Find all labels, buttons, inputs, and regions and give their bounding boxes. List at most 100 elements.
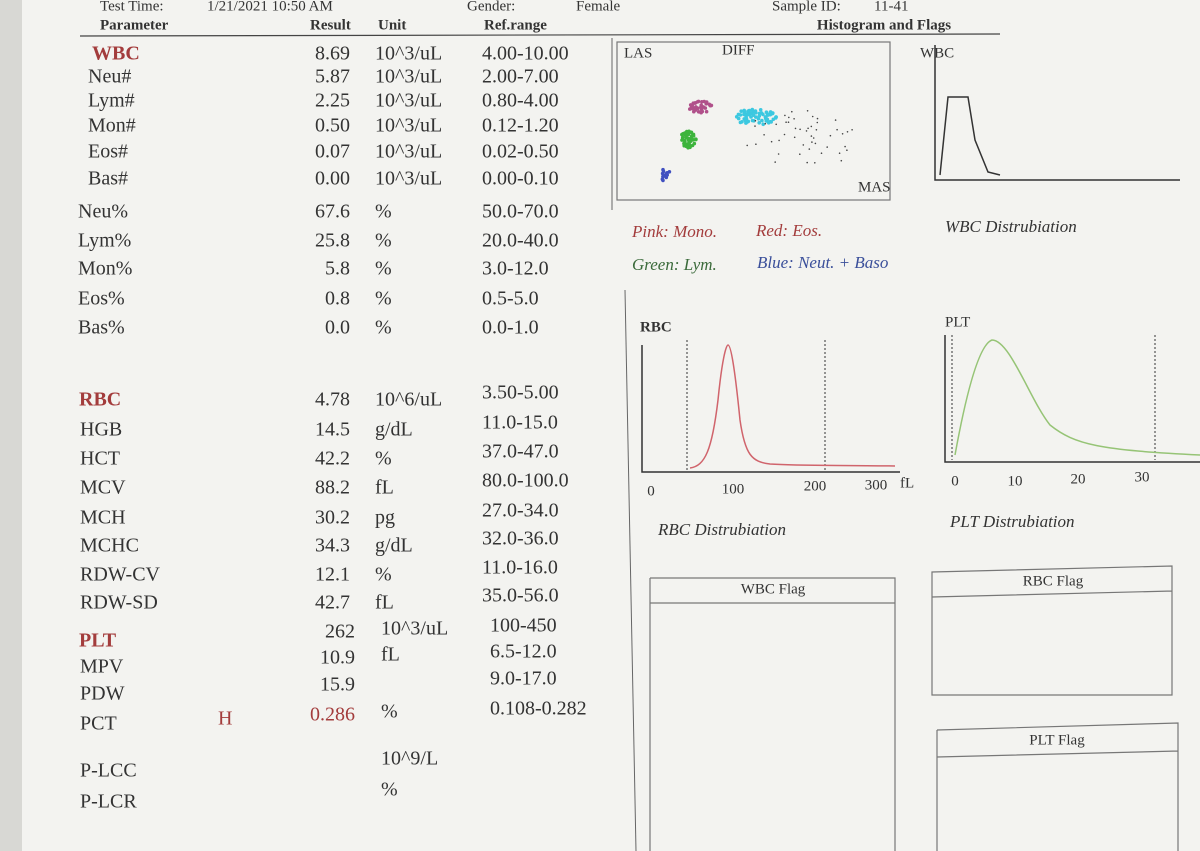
test-time-label: Test Time: — [100, 0, 164, 14]
parameter-name: MCHC — [80, 535, 139, 557]
scatter-dot — [826, 146, 828, 148]
scatter-dot — [749, 111, 753, 116]
scatter-dot — [794, 127, 797, 130]
result-unit: g/dL — [375, 419, 413, 441]
result-unit: % — [375, 230, 392, 252]
scatter-dot — [844, 145, 846, 148]
scatter-dot — [829, 134, 832, 137]
scatter-dot — [699, 103, 703, 107]
scatter-dot — [754, 119, 757, 122]
parameter-name: Eos% — [78, 288, 125, 310]
scatter-dot — [815, 129, 818, 131]
scatter-dot — [736, 112, 741, 117]
scatter-dot — [838, 152, 841, 154]
column-header: Result — [310, 17, 351, 33]
scatter-dot — [799, 153, 801, 155]
flag-title: PLT Flag — [1029, 732, 1085, 748]
rbc-axes — [641, 345, 900, 473]
parameter-name: Lym% — [78, 230, 131, 252]
scatter-label: LAS — [624, 45, 652, 61]
plt-tick: 30 — [1135, 469, 1150, 485]
wbc-axes — [934, 45, 1180, 181]
scatter-dot — [680, 132, 684, 137]
scatter-dot — [784, 114, 786, 117]
scatter-dot — [764, 115, 768, 120]
parameter-name: RDW-SD — [80, 592, 158, 614]
reference-range: 0.12-1.20 — [482, 115, 559, 137]
reference-range: 0.0-1.0 — [482, 317, 539, 339]
reference-range: 2.00-7.00 — [482, 66, 559, 88]
scatter-dot — [746, 119, 751, 124]
parameter-name: Bas# — [88, 168, 128, 190]
scatter-dot — [811, 115, 814, 118]
divider — [624, 289, 637, 851]
reference-range: 35.0-56.0 — [482, 585, 559, 607]
result-value: 42.2 — [315, 448, 350, 470]
paper-edge — [0, 0, 22, 851]
plt-tick: 10 — [1008, 473, 1023, 489]
scatter-dot — [746, 144, 748, 147]
result-value: 4.78 — [315, 389, 350, 411]
reference-range: 0.00-0.10 — [482, 168, 559, 190]
result-flag: H — [218, 708, 232, 730]
scatter-dot — [816, 121, 819, 124]
reference-range: 6.5-12.0 — [490, 641, 557, 663]
scatter-dot — [692, 141, 697, 146]
scatter-dot — [761, 112, 765, 117]
plt-caption: PLT Distrubiation — [949, 512, 1075, 531]
result-unit: % — [375, 564, 392, 586]
result-unit: pg — [375, 507, 395, 529]
result-unit: 10^3/uL — [381, 618, 448, 640]
rbc-caption: RBC Distrubiation — [657, 520, 786, 539]
result-value: 88.2 — [315, 477, 350, 499]
reference-range: 11.0-16.0 — [482, 557, 558, 579]
result-unit: 10^3/uL — [375, 141, 442, 163]
result-unit: % — [381, 701, 398, 723]
test-time: 1/21/2021 10:50 AM — [207, 0, 333, 14]
gender: Female — [576, 0, 620, 14]
parameter-name: RBC — [79, 389, 121, 411]
legend-text: Red: Eos. — [755, 221, 822, 240]
parameter-name: PCT — [80, 713, 117, 735]
result-value: 10.9 — [320, 647, 355, 669]
scatter-dot — [736, 116, 741, 121]
scatter-dot — [771, 117, 776, 122]
wbc-curve — [939, 96, 1001, 176]
scatter-dot — [664, 175, 669, 180]
parameter-name: WBC — [92, 43, 140, 65]
scatter-dot — [689, 130, 694, 135]
scatter-dot — [788, 116, 790, 119]
parameter-name: Neu# — [88, 66, 131, 88]
scatter-dot — [682, 141, 686, 146]
rbc-curve — [689, 344, 896, 469]
scatter-dot — [834, 119, 837, 121]
scatter-dot — [793, 136, 796, 139]
scatter-dot — [700, 100, 704, 104]
scatter-dot — [699, 108, 704, 112]
scatter-dot — [755, 143, 757, 145]
parameter-name: Bas% — [78, 317, 125, 339]
result-unit: % — [375, 288, 392, 310]
scatter-dot — [760, 118, 764, 123]
header-rule — [79, 33, 1001, 37]
column-header: Ref.range — [484, 17, 547, 33]
scatter-dot — [745, 112, 749, 117]
result-unit: fL — [375, 592, 394, 614]
scatter-dot — [805, 130, 808, 132]
wbc-hist-label: WBC — [920, 45, 954, 61]
scatter-dot — [802, 144, 805, 146]
scatter-dot — [808, 148, 811, 150]
result-unit: 10^3/uL — [375, 66, 442, 88]
scatter-dot — [661, 167, 665, 172]
scatter-dot — [761, 122, 765, 127]
result-value: 0.286 — [310, 704, 355, 726]
result-value: 34.3 — [315, 535, 350, 557]
scatter-dot — [752, 109, 756, 114]
reference-range: 0.108-0.282 — [490, 698, 587, 720]
parameter-name: HGB — [80, 419, 122, 441]
rbc-tick: 100 — [722, 481, 745, 497]
scatter-dot — [799, 128, 801, 131]
scatter-dot — [846, 149, 848, 151]
result-value: 0.00 — [315, 168, 350, 190]
